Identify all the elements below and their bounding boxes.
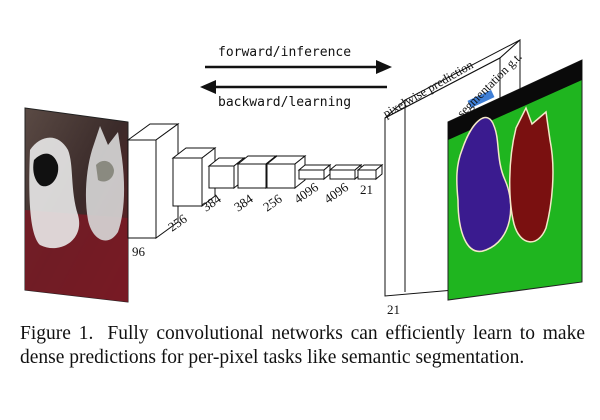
output-depth-text: 21 [387,302,400,317]
layer-label-4: 384 [231,191,256,215]
figure-diagram: 96 256 384 384 256 4096 4096 21 forward/… [24,38,583,317]
layer-block-1 [126,123,180,239]
fcn-diagram-svg: 96 256 384 384 256 4096 4096 21 forward/… [24,38,583,317]
layer-block-5 [265,154,307,190]
layer-label-7: 4096 [321,179,351,206]
layer-block-7 [328,163,363,181]
layer-label-1: 96 [132,244,146,259]
segmentation-gt-image [447,59,583,301]
conv-layers [126,123,384,239]
backward-arrow: backward/learning [200,80,387,110]
layer-label-5: 256 [260,191,285,215]
layer-block-6 [297,163,332,181]
figure-caption: Figure 1. Fully convolutional networks ca… [20,322,585,370]
layer-block-8 [356,163,384,181]
forward-arrow: forward/inference [205,45,392,74]
input-photo [24,107,129,303]
caption-figure-number: Figure 1. [20,323,94,344]
forward-label: forward/inference [218,45,351,60]
layer-label-8: 21 [360,182,373,197]
caption-text: Fully convolutional networks can efficie… [20,323,585,368]
backward-label: backward/learning [218,95,351,110]
